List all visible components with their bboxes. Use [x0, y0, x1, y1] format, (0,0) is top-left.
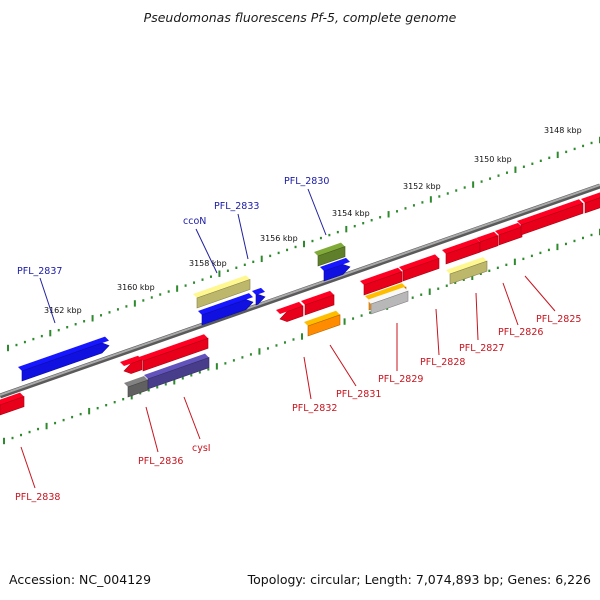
gene-pfl2826-top-face [495, 222, 522, 235]
tick-label-3156: 3156 kbp [260, 234, 298, 243]
label-pfl2836[interactable]: PFL_2836 [138, 456, 183, 467]
gene-pfl2836[interactable] [142, 337, 209, 372]
gene-red-a[interactable] [123, 359, 143, 374]
gene-red-d[interactable] [584, 196, 600, 214]
gene-red-d-top-face [581, 192, 600, 203]
gene-pfl2829-gray-top-face [367, 287, 408, 304]
label-leaders [20, 188, 556, 489]
tick-label-3154: 3154 kbp [332, 209, 370, 218]
gene-pfl2837-top-face [18, 336, 109, 371]
leader-pfl2837 [39, 277, 56, 324]
label-pfl2828[interactable]: PFL_2828 [420, 357, 465, 368]
gene-pfl2831[interactable] [307, 314, 341, 337]
footer-accession: Accession: NC_004129 [9, 572, 151, 587]
gene-pfl2838[interactable] [0, 396, 25, 416]
label-pfl2830[interactable]: PFL_2830 [284, 176, 329, 187]
gene-pfl2833[interactable] [196, 278, 251, 309]
leader-pfl2838 [20, 446, 36, 489]
gene-pfl2829-top-face [360, 267, 402, 285]
gene-red-c-top-face [476, 231, 498, 242]
leader-pfl2828 [435, 308, 440, 356]
label-pfl2827[interactable]: PFL_2827 [459, 343, 504, 354]
gene-pfl2825-top-face [517, 199, 583, 225]
gene-ccon-top-face [198, 293, 253, 315]
label-pfl2833[interactable]: PFL_2833 [214, 201, 259, 212]
gene-pfl2836-gray-top-face [124, 376, 148, 387]
genome-backbone [0, 183, 600, 399]
gene-pfl2828-top-face [399, 254, 439, 271]
gene-pfl2829-orange-top-face [365, 283, 406, 300]
tick-label-3158: 3158 kbp [189, 259, 227, 268]
gene-pfl2830-top-face [314, 242, 345, 256]
leader-pfl2833 [237, 213, 249, 260]
gene-pfl2833-top-face [193, 275, 250, 298]
label-ccon[interactable]: ccoN [183, 216, 206, 227]
footer-topology: Topology: circular; Length: 7,074,893 bp… [247, 572, 591, 587]
gene-red-b[interactable] [304, 294, 335, 316]
label-pfl2829[interactable]: PFL_2829 [378, 374, 423, 385]
gene-pfl2832-top-face [276, 301, 303, 314]
tick-label-3148: 3148 kbp [544, 126, 582, 135]
gene-cysi-top-face [144, 353, 209, 379]
gene-pfl2838-top-face [0, 392, 24, 405]
gene-labels-bottom: PFL_2838 PFL_2836 cysI PFL_2832 PFL_2831… [15, 314, 581, 503]
gene-labels-top: PFL_2837 ccoN PFL_2833 PFL_2830 [17, 176, 329, 277]
leader-pfl2827 [475, 292, 479, 341]
gene-pfl2825[interactable] [520, 202, 584, 236]
gene-ccon-small[interactable] [255, 293, 266, 306]
label-pfl2838[interactable]: PFL_2838 [15, 492, 60, 503]
leader-pfl2825 [524, 275, 556, 312]
leader-pfl2831 [329, 344, 357, 387]
gene-pfl2827-khaki[interactable] [449, 260, 488, 285]
label-pfl2825[interactable]: PFL_2825 [536, 314, 581, 325]
gene-pfl2830-blue[interactable] [323, 264, 351, 282]
gene-pfl2829[interactable] [363, 271, 403, 296]
gene-pfl2829-gray[interactable] [370, 290, 409, 315]
tick-label-3150: 3150 kbp [474, 155, 512, 164]
tick-label-3162: 3162 kbp [44, 306, 82, 315]
gene-pfl2830[interactable] [317, 246, 346, 267]
tick-label-3160: 3160 kbp [117, 283, 155, 292]
gene-pfl2827-top-face [442, 238, 480, 254]
gene-cysi[interactable] [147, 357, 210, 390]
leader-pfl2830 [307, 188, 327, 236]
gene-ccon[interactable] [201, 299, 254, 326]
label-cysi[interactable]: cysI [192, 443, 211, 454]
map-title: Pseudomonas fluorescens Pf-5, complete g… [144, 10, 457, 25]
label-pfl2831[interactable]: PFL_2831 [336, 389, 381, 400]
gene-pfl2828[interactable] [402, 257, 440, 282]
label-pfl2832[interactable]: PFL_2832 [292, 403, 337, 414]
gene-pfl2832[interactable] [279, 305, 304, 322]
gene-red-a-top-face [120, 355, 142, 366]
leader-pfl2836 [145, 406, 159, 453]
leader-cysi [183, 396, 201, 440]
label-pfl2826[interactable]: PFL_2826 [498, 327, 543, 338]
tick-label-3152: 3152 kbp [403, 182, 441, 191]
leader-ccon [195, 228, 218, 274]
gene-pfl2836-top-face [139, 334, 208, 361]
leader-pfl2832 [303, 356, 312, 400]
gene-pfl2831-top-face [304, 310, 340, 326]
gene-features [0, 192, 600, 416]
gene-pfl2827-khaki-top-face [446, 257, 487, 274]
tick-labels: 3148 kbp 3150 kbp 3152 kbp 3154 kbp 3156… [44, 126, 582, 315]
gene-pfl2830-blue-top-face [320, 257, 350, 271]
label-pfl2837[interactable]: PFL_2837 [17, 266, 62, 277]
ruler-top [7, 136, 600, 352]
gene-red-b-top-face [301, 290, 334, 305]
gene-pfl2837[interactable] [21, 342, 110, 382]
leader-pfl2826 [502, 282, 519, 326]
gene-ccon-small-top-face [252, 287, 265, 295]
gene-red-c[interactable] [479, 235, 499, 253]
